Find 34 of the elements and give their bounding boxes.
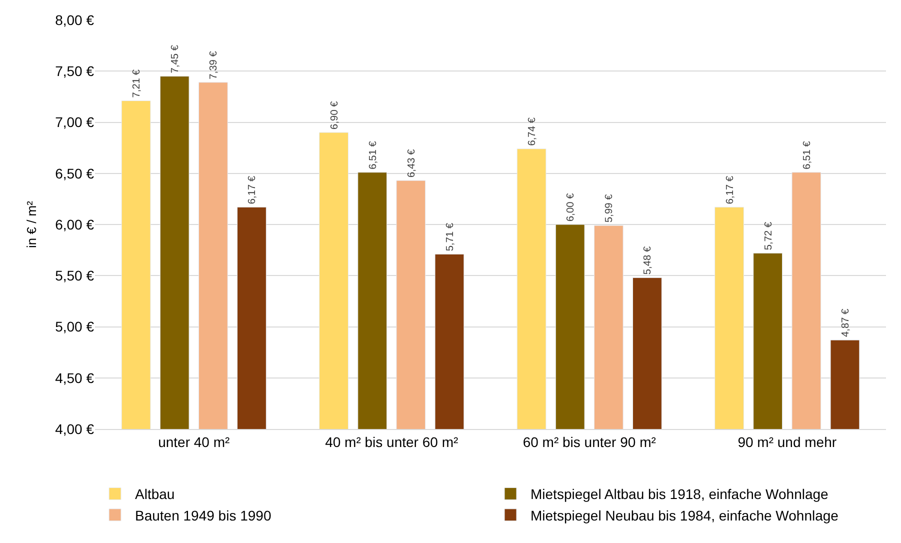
y-axis-title: in € / m²	[24, 200, 40, 248]
y-tick-label: 7,50 €	[55, 63, 94, 80]
data-label: 5,71 €	[444, 222, 456, 252]
data-label: 6,90 €	[329, 100, 340, 130]
y-tick-label: 6,00 €	[55, 216, 94, 232]
y-tick-label: 7,00 €	[55, 114, 94, 130]
data-label: 7,45 €	[170, 44, 182, 74]
y-tick-label: 6,50 €	[55, 165, 94, 182]
x-tick-label: 60 m² bis unter 90 m²	[522, 434, 656, 450]
data-label: 6,17 €	[247, 175, 258, 204]
data-label: 5,48 €	[642, 246, 654, 275]
y-tick-label: 5,50 €	[55, 268, 94, 284]
y-tick-label: 8,00 €	[55, 12, 94, 28]
legend-label: Altbau	[135, 486, 175, 502]
x-tick-label: unter 40 m²	[158, 434, 230, 450]
data-label: 6,74 €	[527, 117, 538, 146]
data-label: 5,99 €	[604, 194, 616, 222]
legend-label: Bauten 1949 bis 1990	[135, 507, 272, 524]
data-label: 6,51 €	[368, 140, 379, 170]
data-label: 6,51 €	[802, 140, 813, 170]
y-tick-label: 4,50 €	[55, 370, 94, 386]
data-label: 6,00 €	[566, 192, 577, 222]
y-tick-label: 5,00 €	[55, 318, 94, 335]
y-tick-label: 4,00 €	[55, 420, 94, 437]
data-label: 4,87 €	[840, 308, 852, 338]
legend-label: Mietspiegel Altbau bis 1918, einfache Wohnlage	[530, 486, 829, 502]
data-label: 6,17 €	[724, 175, 736, 204]
data-label: 5,72 €	[763, 221, 774, 250]
x-tick-label: 90 m² und mehr	[738, 434, 837, 450]
x-tick-label: 40 m² bis unter 60 m²	[325, 434, 458, 450]
data-label: 6,43 €	[406, 148, 418, 178]
legend-label: Mietspiegel Neubau bis 1984, einfache Wohnlage	[530, 507, 839, 524]
data-label: 7,39 €	[208, 50, 220, 80]
data-label: 7,21 €	[132, 69, 143, 98]
